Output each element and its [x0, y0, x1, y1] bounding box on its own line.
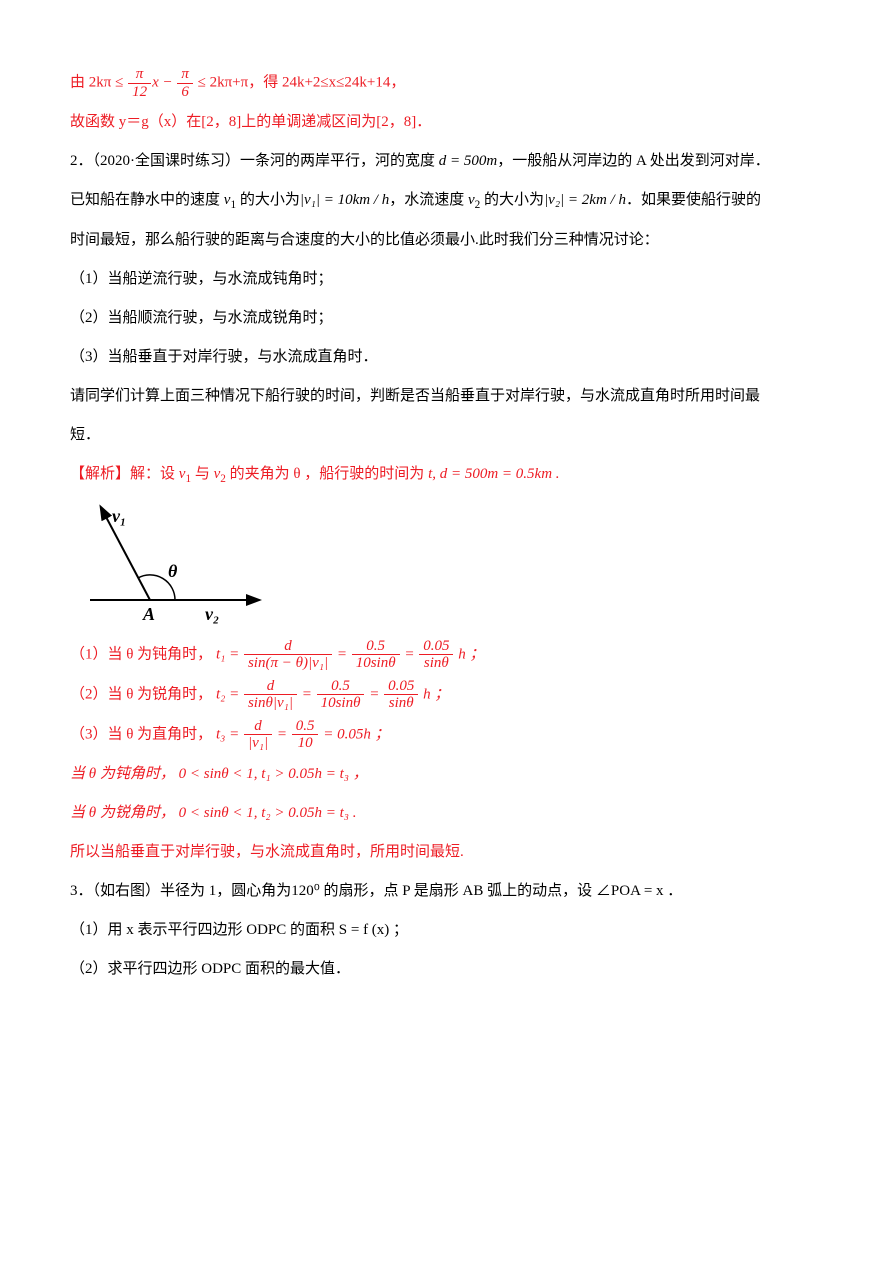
question-3-part-2: （2）求平行四边形 ODPC 面积的最大值． [70, 953, 822, 986]
question-2-stem-1: 2．（2020·全国课时练习）一条河的两岸平行，河的宽度 d = 500m，一般… [70, 145, 822, 178]
a-label: A [142, 604, 155, 624]
case-3-calc: （3）当 θ 为直角时， t₃ = d|v₁| = 0.510 = 0.05h … [70, 718, 822, 752]
question-2-stem-2: 已知船在静水中的速度 v1 的大小为|v₁| = 10km / h，水流速度 v… [70, 184, 822, 218]
question-2-case-3: （3）当船垂直于对岸行驶，与水流成直角时． [70, 341, 822, 374]
theta-label: θ [168, 561, 178, 581]
question-3-stem: 3．（如右图）半径为 1，圆心角为120⁰ 的扇形，点 P 是扇形 AB 弧上的… [70, 875, 822, 908]
solution-line-2: 故函数 y＝g（x）在[2，8]上的单调递减区间为[2，8]． [70, 106, 822, 139]
obtuse-comparison: 当 θ 为钝角时， 0 < sinθ < 1, t₁ > 0.05h = t₃ … [70, 758, 822, 791]
question-2-prompt-1: 请同学们计算上面三种情况下船行驶的时间，判断是否当船垂直于对岸行驶，与水流成直角… [70, 380, 822, 413]
v1-label: v₁ [112, 506, 126, 526]
v2-label: v₂ [205, 604, 219, 624]
text: x − [152, 74, 176, 90]
math-v2: |v₂| = 2km / h [544, 192, 626, 208]
case-1-calc: （1）当 θ 为钝角时， t₁ = dsin(π − θ)|v₁| = 0.51… [70, 638, 822, 672]
conclusion: 所以当船垂直于对岸行驶，与水流成直角时，所用时间最短. [70, 836, 822, 869]
answer-header: 【解析】解：设 v1 与 v2 的夹角为 θ ，船行驶的时间为 t, d = 5… [70, 458, 822, 492]
solution-line-1: 由 2kπ ≤ π12x − π6 ≤ 2kπ+π，得 24k+2≤x≤24k+… [70, 66, 822, 100]
question-2-case-2: （2）当船顺流行驶，与水流成锐角时； [70, 302, 822, 335]
vector-diagram: v₁ θ A v₂ [80, 500, 270, 630]
question-3-part-1: （1）用 x 表示平行四边形 ODPC 的面积 S = f (x) ； [70, 914, 822, 947]
question-2-prompt-2: 短． [70, 419, 822, 452]
question-2-stem-3: 时间最短，那么船行驶的距离与合速度的大小的比值必须最小.此时我们分三种情况讨论： [70, 224, 822, 257]
case-2-calc: （2）当 θ 为锐角时， t₂ = dsinθ|v₁| = 0.510sinθ … [70, 678, 822, 712]
question-2-case-1: （1）当船逆流行驶，与水流成钝角时； [70, 263, 822, 296]
math-d: d = 500m [439, 153, 497, 169]
math-v1: |v₁| = 10km / h [300, 192, 389, 208]
acute-comparison: 当 θ 为锐角时， 0 < sinθ < 1, t₂ > 0.05h = t₃ … [70, 797, 822, 830]
